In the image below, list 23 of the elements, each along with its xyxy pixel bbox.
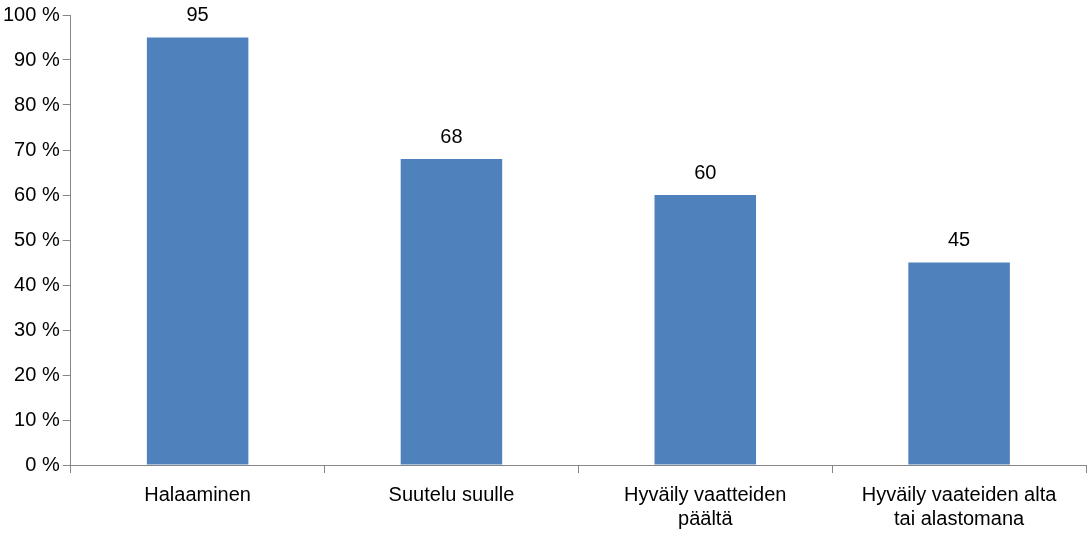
y-tick-label: 0 % <box>25 452 60 475</box>
x-tick-label: Hyväily vaatteiden päältä <box>624 482 787 529</box>
y-tick-label: 70 % <box>14 137 60 160</box>
y-tick-label: 10 % <box>14 407 60 430</box>
y-tick-label: 40 % <box>14 272 60 295</box>
x-tick-label: Halaaminen <box>144 482 251 505</box>
y-tick-label: 50 % <box>14 227 60 250</box>
bar <box>654 195 757 465</box>
data-label: 95 <box>186 3 209 26</box>
data-label: 45 <box>947 228 971 251</box>
data-label: 60 <box>694 160 717 183</box>
bar <box>908 262 1010 465</box>
y-tick-label: 80 % <box>14 92 60 115</box>
y-tick-label: 20 % <box>14 362 60 385</box>
y-tick-label: 100 % <box>2 2 60 25</box>
y-tick-label: 90 % <box>14 47 60 70</box>
data-label: 68 <box>440 124 463 147</box>
x-tick-label: Hyväily vaateiden alta tai alastomana <box>861 482 1058 529</box>
y-tick-label: 30 % <box>14 317 60 340</box>
bar <box>400 159 503 465</box>
bar <box>146 37 249 465</box>
x-tick-label: Suutelu suulle <box>388 482 515 505</box>
y-tick-label: 60 % <box>14 182 60 205</box>
